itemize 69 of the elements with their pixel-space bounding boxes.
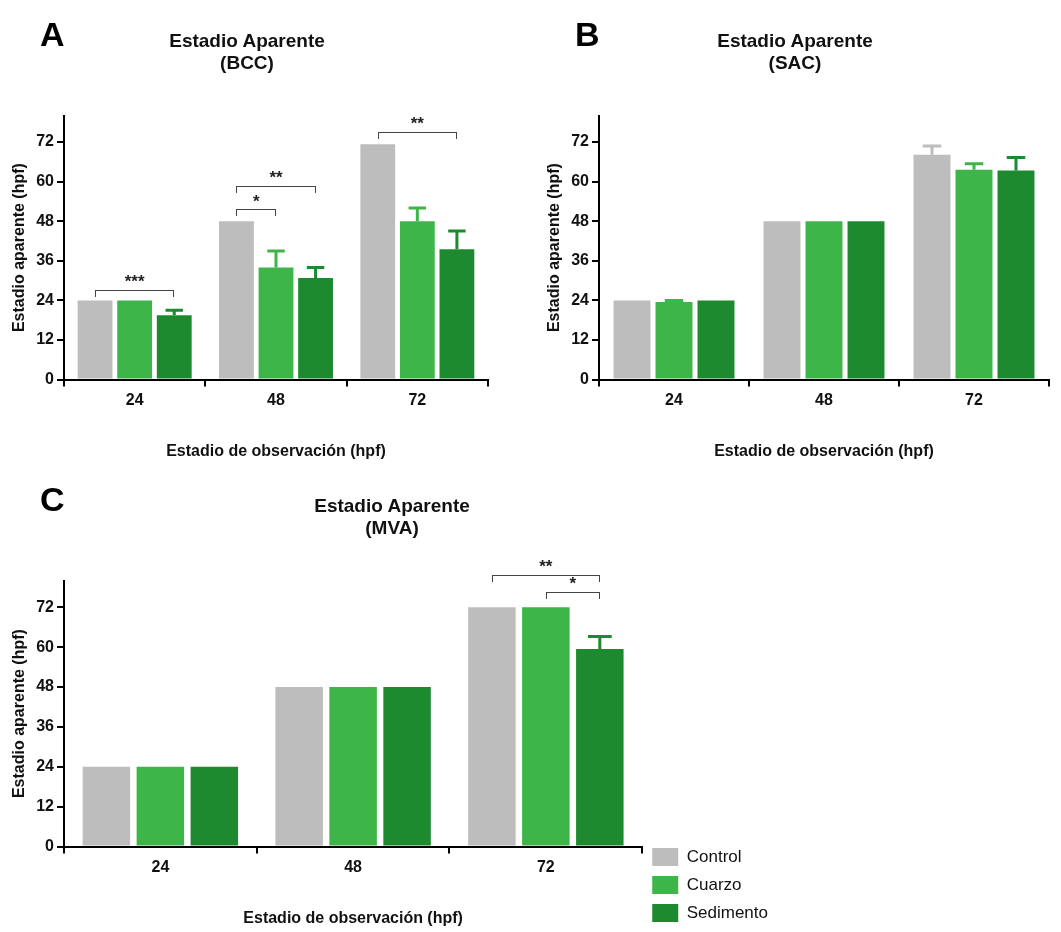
x-axis-title: Estadio de observación (hpf)	[243, 908, 463, 926]
x-tick-label: 48	[344, 857, 363, 875]
chart-title: Estadio Aparente (BCC)	[169, 29, 325, 74]
text: B	[575, 15, 600, 54]
y-tick-label: 72	[36, 132, 55, 150]
bar	[805, 221, 843, 379]
legend-label: Sedimento	[686, 902, 769, 922]
legend-label: Control	[686, 846, 742, 866]
y-tick-label: 12	[36, 797, 55, 815]
x-tick-label: 72	[408, 390, 427, 408]
bar	[847, 221, 885, 379]
chart-title: Estadio Aparente (SAC)	[717, 29, 873, 74]
x-tick-label: 72	[965, 390, 983, 408]
y-tick-label: 24	[36, 290, 55, 308]
y-axis-title: Estadio aparente (hpf)	[10, 163, 28, 333]
y-tick-label: 48	[571, 211, 590, 229]
y-tick-label: 24	[571, 290, 590, 308]
bar	[522, 607, 570, 846]
chart-title: Estadio Aparente (MVA)	[314, 494, 470, 539]
x-tick-label: 24	[665, 390, 683, 408]
x-tick-label: 48	[267, 390, 285, 408]
y-axis-title: Estadio aparente (hpf)	[545, 163, 563, 333]
x-axis-title: Estadio de observación (hpf)	[166, 441, 386, 459]
x-axis-title: Estadio de observación (hpf)	[714, 441, 934, 459]
y-tick-label: 48	[36, 677, 55, 695]
bar	[82, 766, 131, 846]
annotation: **	[269, 168, 283, 188]
text: C	[40, 480, 65, 519]
y-tick-label: 0	[45, 370, 55, 388]
text: **	[539, 557, 553, 577]
y-tick-label: 48	[36, 211, 55, 229]
x-tick-label: 72	[536, 857, 555, 875]
y-tick-label: 12	[36, 330, 55, 348]
y-tick-label: 12	[571, 330, 590, 348]
annotation: **	[410, 113, 425, 133]
bar	[655, 302, 693, 379]
y-tick-label: 36	[36, 717, 55, 735]
y-tick-label: 24	[36, 757, 55, 775]
text: A	[40, 15, 65, 54]
bar	[468, 607, 516, 846]
bar	[136, 766, 185, 846]
y-tick-label: 0	[580, 370, 590, 388]
x-tick-label: 24	[125, 390, 144, 408]
bar	[329, 687, 377, 846]
y-tick-label: 60	[571, 172, 590, 190]
bar	[613, 300, 651, 379]
y-tick-label: 36	[571, 251, 590, 269]
bar	[383, 687, 431, 846]
bar	[117, 300, 153, 379]
y-tick-label: 60	[36, 172, 55, 190]
bar	[275, 687, 323, 846]
bar	[77, 300, 113, 379]
y-axis-title: Estadio aparente (hpf)	[10, 629, 28, 799]
y-tick-label: 72	[571, 132, 590, 150]
bar	[763, 221, 801, 379]
x-tick-label: 48	[815, 390, 833, 408]
y-tick-label: 60	[36, 637, 55, 655]
annotation: ***	[124, 272, 145, 292]
bar	[360, 144, 396, 379]
bar	[190, 766, 239, 846]
y-tick-label: 72	[36, 597, 55, 615]
y-tick-label: 36	[36, 251, 55, 269]
bar	[697, 300, 735, 379]
y-tick-label: 0	[45, 837, 55, 855]
legend-label: Cuarzo	[686, 874, 742, 894]
annotation: *	[252, 191, 260, 211]
x-tick-label: 24	[151, 857, 170, 875]
bar	[219, 221, 254, 379]
annotation: *	[569, 574, 577, 594]
